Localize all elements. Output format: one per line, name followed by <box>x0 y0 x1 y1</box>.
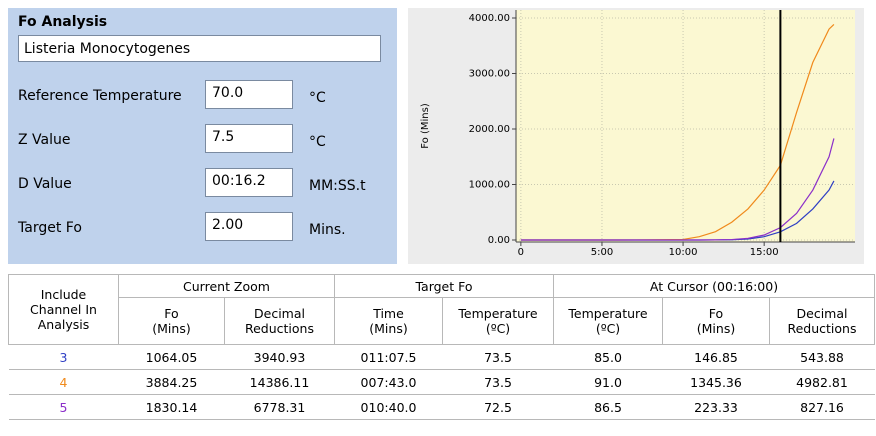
group-header: At Cursor (00:16:00) <box>553 274 875 298</box>
field-label: Z Value <box>18 132 71 148</box>
y-axis-label: Fo (Mins) <box>420 103 431 149</box>
channel-cell[interactable]: 5 <box>8 394 119 420</box>
organism-input[interactable]: Listeria Monocytogenes <box>18 35 381 62</box>
field-unit: °C <box>309 90 326 106</box>
table-cell: 72.5 <box>442 394 554 420</box>
x-tick-label: 10:00 <box>669 247 698 258</box>
column-header: Time (Mins) <box>334 297 443 345</box>
table-cell: 010:40.0 <box>334 394 443 420</box>
y-tick-label: 1000.00 <box>469 179 510 190</box>
table-cell: 1064.05 <box>118 344 225 370</box>
group-header: Current Zoom <box>118 274 335 298</box>
field-unit: MM:SS.t <box>309 178 366 194</box>
y-tick-label: 4000.00 <box>469 13 510 24</box>
x-tick-label: 5:00 <box>591 247 613 258</box>
data-row: 5 1830.14 6778.31 010:40.0 72.5 86.5 223.33 827… <box>8 394 875 420</box>
chart: 0.00 1000.00 2000.00 3000.00 4000.00 0 5:00 10:… <box>420 10 855 258</box>
plot-area <box>516 10 855 242</box>
x-tick-label: 0 <box>518 247 524 258</box>
channel-cell[interactable]: 4 <box>8 369 119 395</box>
x-tick-label: 15:00 <box>750 247 779 258</box>
results-table: Include Channel In Analysis Current Zoom T… <box>8 274 875 420</box>
panel-title: Fo Analysis <box>18 14 108 30</box>
column-header: Temperature (ºC) <box>553 297 663 345</box>
table-cell: 86.5 <box>553 394 663 420</box>
field-input[interactable]: 7.5 <box>205 124 293 153</box>
field-input[interactable]: 2.00 <box>205 212 293 241</box>
column-header: Fo (Mins) <box>662 297 770 345</box>
field-label: Target Fo <box>18 220 82 236</box>
table-cell: 543.88 <box>769 344 875 370</box>
table-cell: 4982.81 <box>769 369 875 395</box>
chart-panel: 0.00 1000.00 2000.00 3000.00 4000.00 0 5:00 10:… <box>408 8 864 264</box>
column-header: Fo (Mins) <box>118 297 225 345</box>
table-cell: 85.0 <box>553 344 663 370</box>
group-header: Target Fo <box>334 274 554 298</box>
table-cell: 73.5 <box>442 344 554 370</box>
field-input[interactable]: 00:16.2 <box>205 168 293 197</box>
table-cell: 1830.14 <box>118 394 225 420</box>
group-header-row: Include Channel In Analysis Current Zoom T… <box>8 274 875 345</box>
y-tick-label: 2000.00 <box>469 124 510 135</box>
row-header: Include Channel In Analysis <box>8 274 119 345</box>
field-label: D Value <box>18 176 72 192</box>
field-unit: °C <box>309 134 326 150</box>
table-cell: 14386.11 <box>224 369 335 395</box>
data-row: 4 3884.25 14386.11 007:43.0 73.5 91.0 1345.36 4… <box>8 369 875 395</box>
table-cell: 91.0 <box>553 369 663 395</box>
column-header-row: Fo (Mins) Decimal Reductions Time (Mins) Te… <box>9 297 875 345</box>
column-header: Decimal Reductions <box>224 297 335 345</box>
y-tick-label: 0.00 <box>488 235 510 246</box>
table-cell: 3884.25 <box>118 369 225 395</box>
channel-cell[interactable]: 3 <box>8 344 119 370</box>
table-cell: 1345.36 <box>662 369 770 395</box>
y-tick-label: 3000.00 <box>469 68 510 79</box>
field-unit: Mins. <box>309 222 346 238</box>
table-cell: 011:07.5 <box>334 344 443 370</box>
series-line <box>520 138 835 241</box>
table-cell: 73.5 <box>442 369 554 395</box>
table-cell: 827.16 <box>769 394 875 420</box>
table-cell: 3940.93 <box>224 344 335 370</box>
column-header: Temperature (ºC) <box>442 297 554 345</box>
field-input[interactable]: 70.0 <box>205 80 293 109</box>
table-cell: 6778.31 <box>224 394 335 420</box>
data-row: 3 1064.05 3940.93 011:07.5 73.5 85.0 146.85 543… <box>8 344 875 370</box>
column-header: Decimal Reductions <box>769 297 875 345</box>
field-label: Reference Temperature <box>18 88 182 104</box>
table-cell: 146.85 <box>662 344 770 370</box>
fo-analysis-panel: Fo Analysis Listeria Monocytogenes Refer… <box>8 8 397 264</box>
table-cell: 223.33 <box>662 394 770 420</box>
table-cell: 007:43.0 <box>334 369 443 395</box>
